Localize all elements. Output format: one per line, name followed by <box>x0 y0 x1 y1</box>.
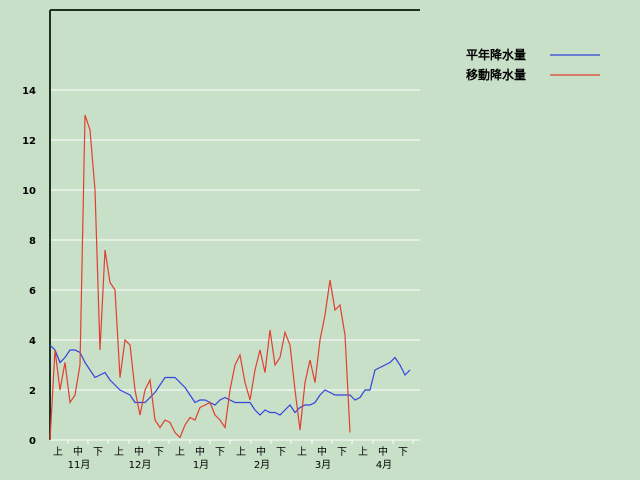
x-decade-label: 下 <box>154 447 164 458</box>
x-decade-label: 上 <box>297 446 307 458</box>
y-tick-label: 14 <box>22 86 36 97</box>
x-month-label: 2月 <box>254 459 270 471</box>
x-decade-label: 中 <box>73 445 83 458</box>
x-decade-label: 上 <box>236 446 246 458</box>
x-decade-label: 中 <box>195 445 205 458</box>
legend-label: 移動降水量 <box>466 67 526 82</box>
x-decade-label: 上 <box>358 446 368 458</box>
y-tick-label: 6 <box>29 286 36 297</box>
x-decade-label: 下 <box>215 447 225 458</box>
x-decade-label: 上 <box>175 446 185 458</box>
y-tick-label: 8 <box>29 236 36 247</box>
x-month-label: 4月 <box>376 459 392 471</box>
y-tick-label: 12 <box>22 136 36 147</box>
y-tick-label: 4 <box>29 336 36 347</box>
x-month-label: 12月 <box>129 459 152 471</box>
x-decade-label: 中 <box>378 445 388 458</box>
x-decade-label: 下 <box>276 447 286 458</box>
x-month-label: 11月 <box>68 459 91 471</box>
legend-label: 平年降水量 <box>466 47 526 62</box>
x-decade-label: 下 <box>398 447 408 458</box>
x-decade-label: 上 <box>53 446 63 458</box>
y-tick-label: 2 <box>29 386 36 397</box>
x-decade-label: 下 <box>337 447 347 458</box>
x-decade-label: 中 <box>256 445 266 458</box>
x-month-label: 1月 <box>193 459 209 471</box>
x-month-label: 3月 <box>315 459 331 471</box>
series-line <box>49 114 351 441</box>
y-tick-label: 10 <box>22 186 36 197</box>
series-line <box>49 344 411 416</box>
x-decade-label: 下 <box>93 447 103 458</box>
y-tick-label: 0 <box>29 436 36 447</box>
x-decade-label: 中 <box>317 445 327 458</box>
x-decade-label: 上 <box>114 446 124 458</box>
x-decade-label: 中 <box>134 445 144 458</box>
